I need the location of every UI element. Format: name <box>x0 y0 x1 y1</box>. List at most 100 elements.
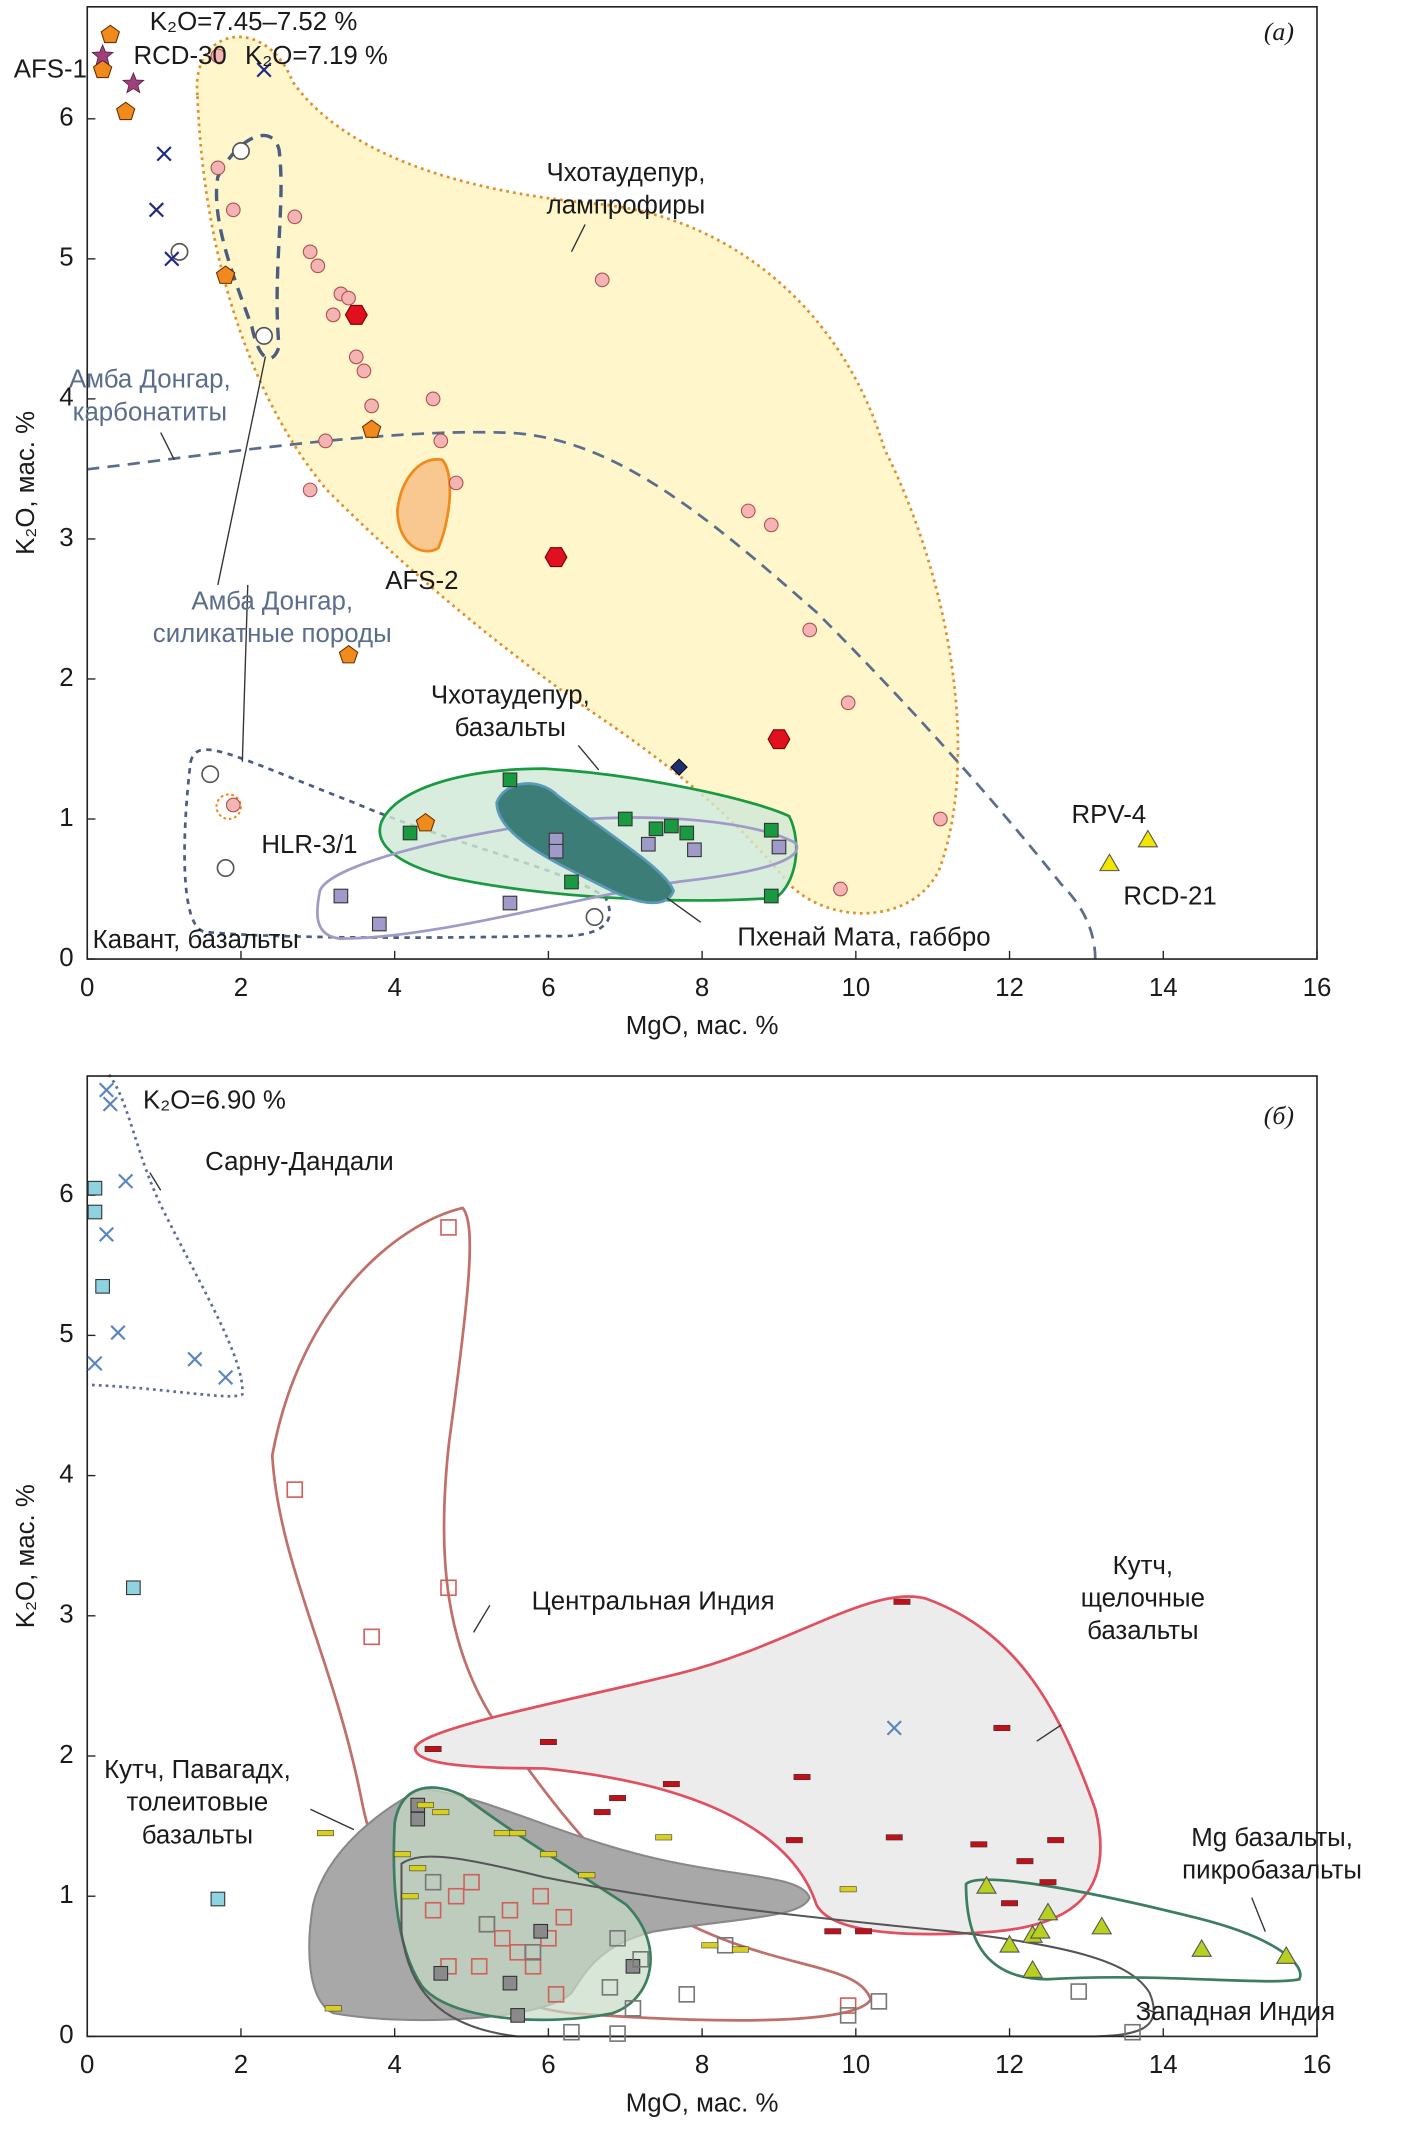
data-point <box>215 265 236 284</box>
leader <box>1251 1897 1266 1932</box>
data-point <box>839 1886 857 1893</box>
mg-basalt-field <box>964 1878 1302 1983</box>
data-point <box>701 1942 719 1949</box>
data-point <box>87 1355 103 1372</box>
data-point <box>210 1891 226 1907</box>
data-point <box>356 363 372 379</box>
data-point <box>840 695 856 711</box>
leader <box>160 432 175 461</box>
data-point <box>424 1746 442 1752</box>
leader <box>472 1604 491 1633</box>
y-tick-label: 1 <box>59 1881 73 1909</box>
annotation: лампрофиры <box>547 192 706 220</box>
data-point <box>532 1887 550 1905</box>
data-point <box>470 1958 488 1975</box>
data-point <box>1124 2023 1141 2041</box>
data-point <box>325 307 341 323</box>
data-point <box>1047 1837 1065 1844</box>
leader <box>217 356 267 586</box>
data-point <box>548 843 564 859</box>
kavant-basalt-field <box>315 816 799 940</box>
x-tick-label: 16 <box>1303 2051 1332 2079</box>
data-point <box>524 1958 542 1975</box>
data-point <box>440 1579 457 1597</box>
data-point <box>578 1872 596 1879</box>
hlr-field <box>215 793 242 820</box>
data-point <box>732 1946 749 1953</box>
data-point <box>679 825 695 841</box>
leader <box>241 584 249 762</box>
data-point <box>402 825 418 841</box>
kavant-field <box>183 748 611 939</box>
data-point <box>447 1887 465 1905</box>
annotation: Кутч, Павагадх, <box>104 1756 291 1784</box>
x-tick-label: 2 <box>234 974 248 1002</box>
kutch-alkaline-field <box>413 1595 1102 1936</box>
data-point <box>993 1724 1011 1731</box>
data-point <box>364 398 379 414</box>
y-tick-label: 4 <box>59 384 73 412</box>
data-point <box>1016 1858 1034 1865</box>
afs2-field <box>396 457 452 553</box>
data-point <box>1098 853 1120 872</box>
data-point <box>662 1781 680 1788</box>
data-point <box>218 1369 234 1386</box>
y-tick-label: 5 <box>59 244 73 272</box>
data-point <box>210 48 226 64</box>
data-point <box>524 1943 542 1961</box>
data-point <box>609 2025 626 2042</box>
x-tick-label: 0 <box>80 2051 94 2079</box>
data-point <box>410 1811 426 1827</box>
leader <box>570 224 586 252</box>
x-tick-label: 10 <box>841 2051 870 2079</box>
data-point <box>824 1928 842 1935</box>
data-point <box>839 2007 857 2024</box>
data-point <box>1039 1879 1057 1886</box>
data-point <box>594 272 610 288</box>
data-point <box>102 1096 118 1112</box>
data-point <box>640 836 656 852</box>
data-point <box>409 1865 427 1872</box>
data-point <box>338 644 359 664</box>
annotation: Mg базальты, <box>1191 1824 1353 1852</box>
data-point <box>771 839 787 855</box>
x-tick-label: 0 <box>80 974 94 1002</box>
data-point <box>255 326 274 345</box>
data-point <box>463 1873 480 1891</box>
annotation: (а) <box>1264 17 1294 46</box>
data-point <box>655 1834 673 1841</box>
western-india-field <box>400 1855 1155 2038</box>
data-point <box>609 1929 626 1947</box>
data-point <box>593 1809 611 1816</box>
leader <box>1036 1724 1062 1742</box>
annotation: базальты <box>455 714 566 742</box>
data-point <box>95 1278 110 1294</box>
annotation: Центральная Индия <box>532 1587 775 1615</box>
x-tick-label: 12 <box>995 2051 1024 2079</box>
data-point <box>231 142 250 161</box>
data-point <box>126 1580 141 1596</box>
x-tick-label: 6 <box>541 2051 555 2079</box>
data-point <box>632 1951 649 1968</box>
annotation: толеитовые <box>127 1789 269 1817</box>
data-point <box>893 1598 911 1605</box>
data-point <box>601 1979 619 1996</box>
annotation: базальты <box>142 1821 253 1849</box>
annotation: пикробазальты <box>1182 1857 1362 1885</box>
data-point <box>670 758 688 776</box>
annotation: Амба Донгар, <box>191 587 353 615</box>
data-point <box>547 1986 565 2003</box>
data-point <box>310 258 326 274</box>
data-point <box>802 622 818 638</box>
data-point <box>348 349 364 365</box>
data-point <box>371 916 387 932</box>
data-point <box>121 71 145 94</box>
data-point <box>433 1965 449 1981</box>
annotation: K₂O=6.90 % <box>143 1087 286 1115</box>
data-point <box>785 1837 803 1844</box>
data-point <box>763 517 779 533</box>
x-tick-label: 8 <box>695 2051 709 2079</box>
x-tick-label: 6 <box>541 974 555 1002</box>
data-point <box>502 772 518 788</box>
